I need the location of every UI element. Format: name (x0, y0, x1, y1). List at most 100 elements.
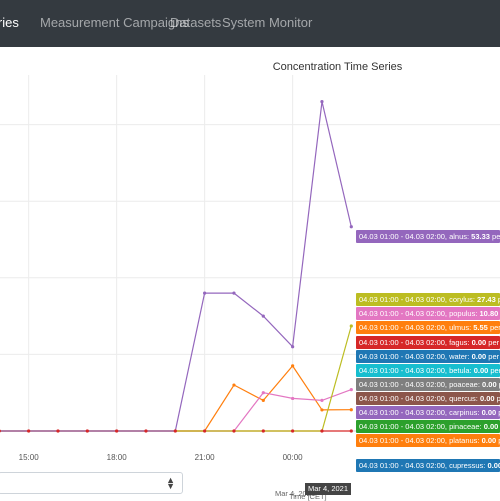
tooltip-time: 04.03 01:00 - 04.03 02:00, corylus: (359, 295, 477, 304)
data-point-populus (291, 396, 295, 401)
data-point-alnus (232, 291, 236, 295)
series-line-populus (0, 389, 352, 432)
tooltip-time: 04.03 01:00 - 04.03 02:00, poaceae: (359, 380, 483, 389)
data-point-ulmus (261, 398, 265, 402)
tooltip-value: 5.55 (473, 323, 488, 332)
tooltip-unit: per m³ (490, 366, 500, 375)
tooltip-value: 0.00 (479, 394, 495, 403)
tooltip-ulmus: 04.03 01:00 - 04.03 02:00, ulmus: 5.55 p… (356, 321, 500, 334)
x-axis-ticks: 15:00 18:00 21:00 00:00 (19, 453, 304, 462)
data-point-fagus (349, 429, 353, 433)
tooltip-value: 0.00 (473, 366, 489, 375)
tooltip-value: 27.43 (477, 295, 496, 304)
data-point-fagus (0, 429, 1, 433)
tooltip-unit: per m³ (488, 338, 500, 347)
tooltip-corylus: 04.03 01:00 - 04.03 02:00, corylus: 27.4… (356, 293, 500, 306)
x-date-label: Mar 4, 2021 (275, 489, 316, 498)
chart-title: Concentration Time Series (272, 61, 403, 73)
tooltip-unit: per m³ (496, 394, 500, 403)
nav-series[interactable]: Series (0, 15, 19, 30)
data-point-ulmus (291, 364, 295, 368)
data-point-ulmus (320, 408, 324, 412)
x-tick-label: 15:00 (19, 453, 40, 462)
x-tick-label: 18:00 (107, 453, 128, 462)
tooltip-value: 0.00 (487, 461, 500, 470)
data-point-ulmus (232, 383, 236, 387)
data-point-alnus (349, 225, 353, 229)
data-point-alnus (291, 345, 295, 349)
data-point-fagus (56, 429, 60, 433)
tooltip-unit: per m³ (489, 323, 500, 332)
data-point-alnus (203, 291, 207, 295)
tooltip-fagus: 04.03 01:00 - 04.03 02:00, fagus: 0.00 p… (356, 336, 500, 349)
data-point-fagus (203, 429, 207, 433)
data-point-fagus (144, 429, 148, 433)
x-tick-label: 00:00 (283, 453, 304, 462)
tooltip-time: 04.03 01:00 - 04.03 02:00, water: (359, 352, 472, 361)
tooltip-time: 04.03 01:00 - 04.03 02:00, populus: (359, 309, 480, 318)
data-point-fagus (173, 429, 177, 433)
nav-datasets[interactable]: Datasets (170, 15, 222, 30)
tooltip-value: 10.80 (479, 309, 499, 318)
data-point-fagus (320, 429, 324, 433)
tooltip-unit: per m³ (497, 380, 500, 389)
nav-measurement-campaigns[interactable]: Measurement Campaigns (40, 15, 189, 30)
chart-points (0, 100, 353, 433)
tooltip-time: 04.03 01:00 - 04.03 02:00, quercus: (359, 394, 480, 403)
tooltip-carpinus: 04.03 01:00 - 04.03 02:00, carpinus: 0.0… (356, 406, 500, 419)
x-tick-label: 21:00 (195, 453, 216, 462)
tooltip-unit: per m³ (492, 232, 500, 241)
chart-lines (0, 101, 352, 432)
tooltip-value: 0.00 (471, 338, 487, 347)
x-axis-title: Time [CET] (289, 492, 327, 501)
tooltip-alnus: 04.03 01:00 - 04.03 02:00, alnus: 53.33 … (356, 230, 500, 243)
tooltip-time: 04.03 01:00 - 04.03 02:00, carpinus: (359, 408, 482, 417)
data-point-fagus (85, 429, 89, 433)
series-line-alnus (0, 101, 352, 432)
tooltip-value: 53.33 (471, 232, 490, 241)
tooltip-water: 04.03 01:00 - 04.03 02:00, water: 0.00 p… (356, 350, 500, 363)
data-point-fagus (261, 429, 265, 433)
updown-arrow-icon: ▲ ▼ (166, 475, 175, 491)
tooltip-value: 0.00 (481, 408, 497, 417)
tooltip-poaceae: 04.03 01:00 - 04.03 02:00, poaceae: 0.00… (356, 378, 500, 391)
tooltip-betula: 04.03 01:00 - 04.03 02:00, betula: 0.00 … (356, 364, 500, 377)
tooltip-quercus: 04.03 01:00 - 04.03 02:00, quercus: 0.00… (356, 392, 500, 405)
data-point-populus (349, 388, 353, 392)
data-point-fagus (27, 429, 31, 433)
tooltip-time: 04.03 01:00 - 04.03 02:00, alnus: (359, 232, 472, 241)
data-point-fagus (291, 429, 295, 433)
tooltip-cupressus: 04.03 01:00 - 04.03 02:00, cupressus: 0.… (356, 459, 500, 472)
tooltip-unit: per m³ (488, 352, 500, 361)
data-point-populus (261, 391, 265, 395)
data-point-alnus (261, 314, 265, 318)
data-point-ulmus (349, 408, 353, 412)
tooltip-value: 0.00 (483, 422, 499, 431)
tooltip-time: 04.03 01:00 - 04.03 02:00, fagus: (359, 338, 472, 347)
data-point-corylus (349, 324, 353, 328)
tooltip-value: 0.00 (482, 380, 497, 389)
nav-system-monitor[interactable]: System Monitor (222, 15, 313, 30)
tooltip-unit: per m³ (496, 436, 500, 445)
top-navbar: Series Measurement Campaigns Datasets Sy… (0, 0, 500, 47)
tooltip-populus: 04.03 01:00 - 04.03 02:00, populus: 10.8… (356, 307, 500, 320)
tooltip-time: 04.03 01:00 - 04.03 02:00, pinaceae: (359, 422, 484, 431)
tooltip-time: 04.03 01:00 - 04.03 02:00, platanus: (359, 436, 482, 445)
tooltip-unit: per m³ (496, 408, 500, 417)
tooltip-value: 0.00 (471, 352, 487, 361)
tooltip-unit: per m³ (497, 295, 500, 304)
data-point-fagus (115, 429, 119, 433)
tooltip-pinaceae: 04.03 01:00 - 04.03 02:00, pinaceae: 0.0… (356, 420, 500, 433)
tooltip-time: 04.03 01:00 - 04.03 02:00, betula: (359, 366, 474, 375)
x-hover-label: Mar 4, 2021 (305, 483, 352, 495)
data-point-fagus (232, 429, 236, 433)
tooltip-time: 04.03 01:00 - 04.03 02:00, ulmus: (359, 323, 474, 332)
series-select[interactable]: ▲ ▼ (0, 472, 183, 494)
data-point-populus (320, 398, 324, 402)
tooltip-platanus: 04.03 01:00 - 04.03 02:00, platanus: 0.0… (356, 434, 500, 447)
data-point-alnus (320, 100, 324, 104)
tooltip-value: 0.00 (481, 436, 497, 445)
tooltip-time: 04.03 01:00 - 04.03 02:00, cupressus: (359, 461, 488, 470)
series-line-corylus (0, 325, 352, 432)
